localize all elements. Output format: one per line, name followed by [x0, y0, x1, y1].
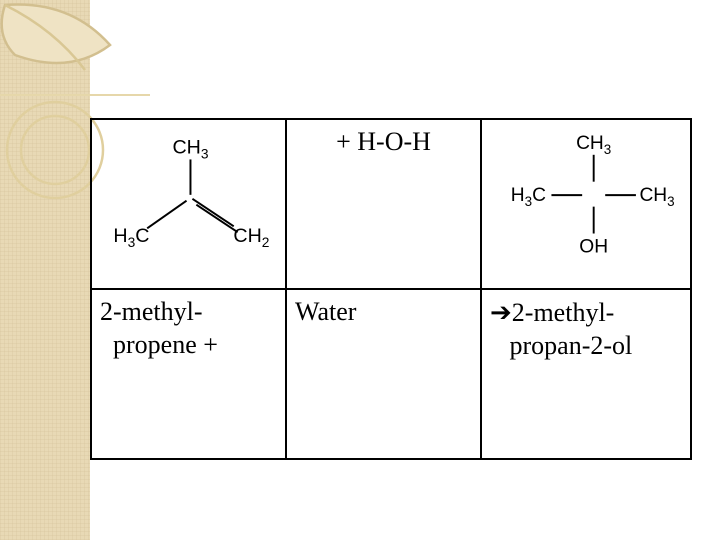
reactant-name-line1: 2-methyl-	[100, 297, 203, 326]
svg-text:CH3: CH3	[639, 185, 674, 209]
reagent-text: + H-O-H	[336, 127, 431, 156]
reactant-name-line2: propene +	[113, 330, 218, 359]
sidebar-pattern	[0, 0, 90, 540]
cell-product-name: ➔2-methyl- propan-2-ol	[481, 289, 691, 459]
product-name-line2: propan-2-ol	[510, 331, 633, 360]
cell-reactant-name: 2-methyl- propene +	[91, 289, 286, 459]
svg-text:CH2: CH2	[233, 225, 269, 250]
reaction-table: CH3 H3C CH2 + H-O-H CH3 H3C	[90, 118, 690, 460]
product-name-line1: 2-methyl-	[512, 298, 615, 327]
reagent-name: Water	[295, 297, 356, 326]
cell-reagent-name: Water	[286, 289, 481, 459]
svg-text:H3C: H3C	[113, 225, 149, 250]
cell-reactant-structure: CH3 H3C CH2	[91, 119, 286, 289]
structure-2-methylpropene: CH3 H3C CH2	[100, 126, 277, 274]
svg-text:H3C: H3C	[511, 185, 546, 209]
cell-reagent: + H-O-H	[286, 119, 481, 289]
arrow-icon: ➔	[490, 297, 512, 327]
svg-text:CH3: CH3	[172, 137, 208, 162]
table-row: 2-methyl- propene + Water ➔2-methyl- pro…	[91, 289, 691, 459]
structure-2-methylpropan-2-ol: CH3 H3C CH3 OH	[490, 126, 682, 275]
svg-text:OH: OH	[579, 237, 608, 258]
table-row: CH3 H3C CH2 + H-O-H CH3 H3C	[91, 119, 691, 289]
svg-text:CH3: CH3	[576, 133, 611, 157]
cell-product-structure: CH3 H3C CH3 OH	[481, 119, 691, 289]
